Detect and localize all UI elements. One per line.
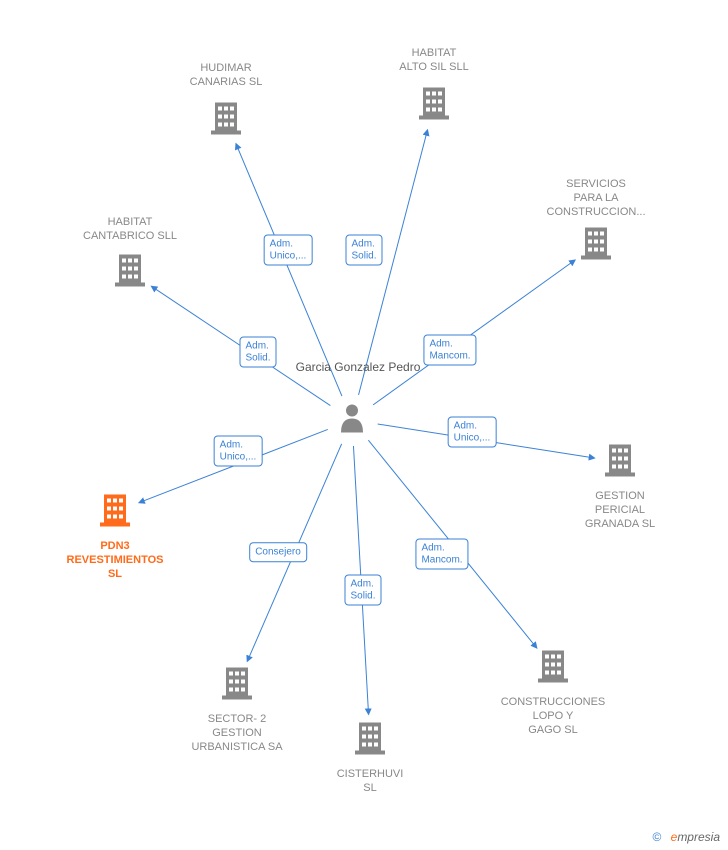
company-node[interactable] [605, 443, 635, 482]
watermark: © empresia [652, 830, 720, 844]
edge-label: Adm. Mancom. [415, 539, 468, 570]
building-icon [222, 666, 252, 700]
company-label: HUDIMAR CANARIAS SL [190, 62, 263, 90]
company-label: HABITAT CANTABRICO SLL [83, 216, 177, 244]
watermark-brand-rest: mpresia [677, 830, 720, 844]
edge-line [373, 260, 575, 405]
company-label: GESTION PERICIAL GRANADA SL [585, 490, 655, 531]
building-icon [581, 226, 611, 260]
company-label: SERVICIOS PARA LA CONSTRUCCION... [547, 178, 646, 219]
company-node[interactable] [419, 86, 449, 125]
edge-label: Adm. Solid. [345, 235, 382, 266]
person-icon[interactable] [339, 403, 365, 438]
company-label: SECTOR- 2 GESTION URBANISTICA SA [191, 713, 282, 754]
company-node[interactable] [581, 226, 611, 265]
edge-label: Adm. Unico,... [448, 417, 497, 448]
building-icon [211, 101, 241, 135]
edge-label: Consejero [249, 542, 307, 562]
company-node[interactable] [100, 493, 130, 532]
person-label: Garcia Gonzalez Pedro [296, 360, 421, 376]
copyright-symbol: © [652, 830, 661, 844]
edge-label: Adm. Mancom. [423, 335, 476, 366]
company-node[interactable] [211, 101, 241, 140]
building-icon [538, 649, 568, 683]
company-label: CONSTRUCCIONES LOPO Y GAGO SL [501, 696, 606, 737]
company-label: PDN3 REVESTIMIENTOS SL [67, 540, 164, 581]
company-node[interactable] [538, 649, 568, 688]
edge-label: Adm. Unico,... [214, 436, 263, 467]
company-label: HABITAT ALTO SIL SLL [399, 47, 469, 75]
company-label: CISTERHUVI SL [337, 768, 404, 796]
company-node[interactable] [355, 721, 385, 760]
building-icon [355, 721, 385, 755]
building-icon [605, 443, 635, 477]
building-icon [419, 86, 449, 120]
company-node[interactable] [115, 253, 145, 292]
building-icon [115, 253, 145, 287]
company-node[interactable] [222, 666, 252, 705]
edge-label: Adm. Solid. [239, 337, 276, 368]
edge-label: Adm. Unico,... [264, 235, 313, 266]
building-icon [100, 493, 130, 527]
edge-label: Adm. Solid. [344, 575, 381, 606]
